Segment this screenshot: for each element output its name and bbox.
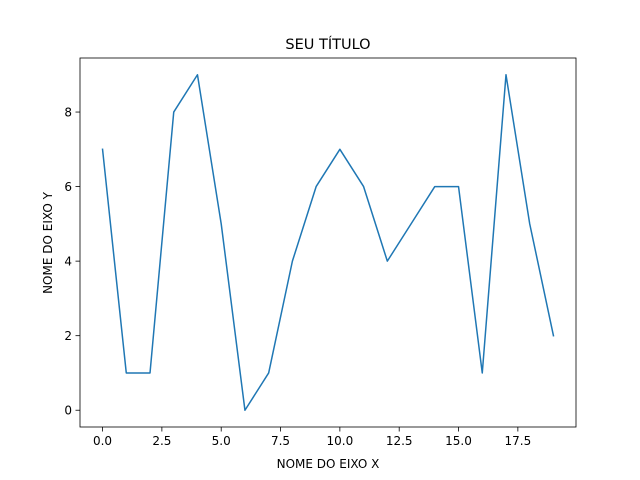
x-tick-label: 7.5 (271, 434, 290, 448)
y-tick-label: 8 (64, 106, 72, 120)
x-tick-label: 17.5 (504, 434, 531, 448)
y-tick-label: 2 (64, 329, 72, 343)
x-tick-label: 5.0 (212, 434, 231, 448)
chart-title: SEU TÍTULO (285, 36, 370, 53)
series-line-0 (101, 74, 555, 411)
x-axis-label: NOME DO EIXO X (277, 457, 380, 471)
y-axis-label: NOME DO EIXO Y (41, 191, 55, 294)
x-tick-label: 12.5 (386, 434, 413, 448)
y-tick-label: 6 (64, 180, 72, 194)
x-tick-label: 2.5 (152, 434, 171, 448)
axes-frame (79, 57, 577, 428)
x-tick-label: 15.0 (445, 434, 472, 448)
y-tick-label: 0 (64, 404, 72, 418)
plot-area: 0.0 2.5 5.0 7.5 10.0 12.5 15.0 17.5 0 2 4 6 8 (64, 57, 577, 448)
x-tick-label: 10.0 (327, 434, 354, 448)
x-tick-label: 0.0 (93, 434, 112, 448)
y-tick-label: 4 (64, 255, 72, 269)
